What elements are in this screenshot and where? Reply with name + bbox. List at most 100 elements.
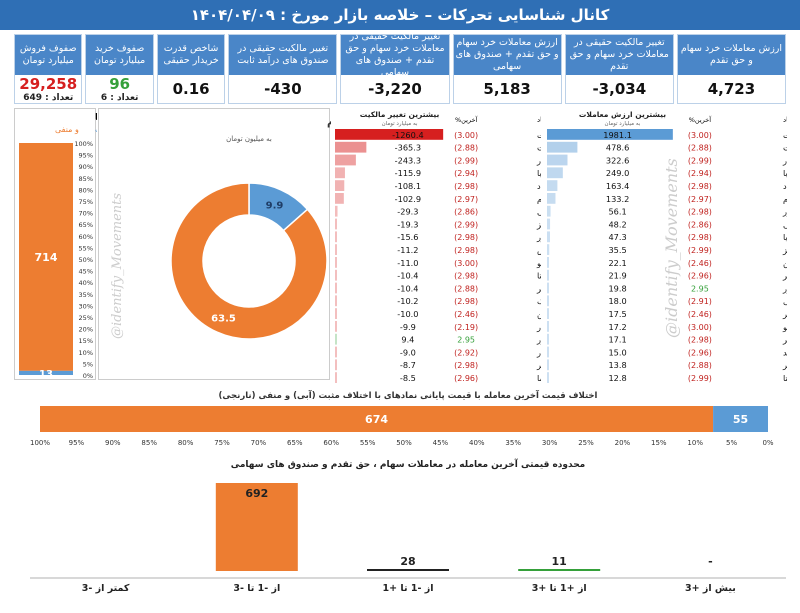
data-pct: (2.98) <box>454 272 478 281</box>
card-value: 0.16 <box>157 75 225 103</box>
data-value: -8.5 <box>400 373 416 383</box>
bar-positive <box>19 370 73 375</box>
data-pct: (2.98) <box>688 208 712 217</box>
data-label: 11 <box>552 555 567 568</box>
data-label: - <box>708 555 713 568</box>
data-symbol: کاسپین <box>537 309 541 319</box>
data-pct: (2.97) <box>688 195 712 204</box>
data-label: 28 <box>400 555 415 568</box>
data-symbol: وخارزم <box>783 194 787 204</box>
data-bar <box>547 372 549 383</box>
data-symbol: تاپیکو <box>536 258 541 268</box>
data-symbol: وخاور <box>782 207 787 217</box>
x-tick-label: 75% <box>214 439 230 447</box>
table-subtitle: به میلیارد تومان <box>382 121 418 127</box>
data-value: 9.4 <box>401 335 414 345</box>
data-symbol: شستا <box>537 271 541 281</box>
data-pct: (2.99) <box>688 246 712 255</box>
data-symbol: نیشکر <box>782 309 787 319</box>
card-label: صفوف فروش میلیارد تومان <box>15 35 82 75</box>
y-tick-label: 75% <box>79 198 93 206</box>
data-bar <box>335 180 345 191</box>
data-value: -8.7 <box>400 360 416 370</box>
y-tick-label: 25% <box>79 314 93 322</box>
data-value: 163.4 <box>606 181 629 191</box>
data-symbol: وتجارت <box>783 143 787 153</box>
data-value: -10.4 <box>397 283 418 293</box>
trade-value-panel: بیشترین ارزش معاملات به میلیارد تومان %آخر… <box>545 108 800 386</box>
page-title: کانال شناسایی تحرکات – خلاصه بازار مورخ … <box>0 0 800 30</box>
y-tick-label: 40% <box>79 279 93 287</box>
data-symbol: ونیکی <box>537 207 541 217</box>
data-value: 478.6 <box>606 143 629 153</box>
data-value: 47.3 <box>608 232 626 242</box>
data-symbol: وبملت <box>537 130 541 140</box>
chart-title: سرانه خرید "حقیقی" در معاملات خرد سهام <box>327 116 331 128</box>
data-symbol: دیالک <box>537 296 541 306</box>
y-tick-label: 55% <box>79 244 93 252</box>
y-tick-label: 0% <box>83 372 93 380</box>
price-gap-chart: اختلاف قیمت آخرین معامله با قیمت پایانی … <box>30 389 774 447</box>
chart-title: محدوده قیمتی آخرین معامله در معاملات سها… <box>231 458 586 470</box>
trade-value-chart: بیشترین ارزش معاملات به میلیارد تومان %آخر… <box>547 110 800 383</box>
data-symbol: سهرمز <box>782 245 787 255</box>
legend-positive: مثبت <box>95 125 97 134</box>
y-tick-label: 90% <box>79 163 93 171</box>
x-tick-label: 65% <box>287 439 303 447</box>
data-pct: (2.88) <box>688 144 712 153</box>
data-bar <box>335 193 344 204</box>
x-tick-label: 25% <box>578 439 594 447</box>
data-symbol: وبملت <box>783 130 787 140</box>
data-bar <box>547 346 549 358</box>
data-pct: (2.98) <box>454 297 478 306</box>
price-gap-panel: اختلاف قیمت آخرین معامله با قیمت پایانی … <box>30 388 786 450</box>
data-bar <box>335 333 337 345</box>
data-symbol: دلقما <box>537 373 541 383</box>
data-pct: (2.98) <box>688 336 712 345</box>
column-header-pct: %آخرین <box>689 115 713 124</box>
data-bar <box>335 257 337 268</box>
data-bar <box>547 282 549 294</box>
card-value: 96 تعداد : 6 <box>86 75 153 103</box>
x-tick-label: 60% <box>323 439 339 447</box>
card-label: تغییر مالکیت حقیقی در صندوق های درآمد ثا… <box>229 35 337 75</box>
data-bar <box>547 218 551 230</box>
data-pct: (3.00) <box>688 131 712 140</box>
bar-negative <box>40 406 714 432</box>
data-pct: (2.99) <box>454 220 478 229</box>
per-capita-buy-panel: سرانه خرید "حقیقی" در معاملات خرد سهام به… <box>98 108 554 380</box>
data-bar <box>335 346 337 358</box>
bar-negative <box>19 143 73 371</box>
data-pct: (2.46) <box>688 310 712 319</box>
data-value: -9.0 <box>400 347 416 357</box>
data-symbol: وبصادر <box>536 155 541 165</box>
bar <box>215 483 298 571</box>
title-part: در معاملات خرد سهام <box>327 116 331 128</box>
data-label: 692 <box>245 487 268 500</box>
y-tick-label: 20% <box>79 326 93 334</box>
card-label: ارزش معاملات خرد سهام و حق تقدم + صندوق … <box>453 35 561 75</box>
data-value: 48.2 <box>608 219 626 229</box>
card-label: تغییر مالکیت حقیقی در معاملات خرد سهام و… <box>565 35 673 75</box>
table-title: بیشترین تغییر مالکیت <box>360 110 440 119</box>
data-value: -10.2 <box>397 296 418 306</box>
data-bar <box>547 193 556 204</box>
data-pct: 2.95 <box>457 336 475 345</box>
data-value: -11.2 <box>397 245 418 255</box>
data-value: 17.5 <box>608 309 626 319</box>
data-value: -9.9 <box>400 322 416 332</box>
x-tick-label: 80% <box>178 439 194 447</box>
chart-title: تعداد نمادها <box>95 113 97 123</box>
y-tick-label: 70% <box>79 210 93 218</box>
y-tick-label: 35% <box>79 291 93 299</box>
data-symbol: ربویا <box>783 232 787 242</box>
data-value: -115.9 <box>395 168 421 178</box>
x-tick-label: 85% <box>141 439 157 447</box>
y-tick-label: 30% <box>79 302 93 310</box>
data-bar <box>547 167 563 179</box>
data-value: 17.2 <box>608 322 626 332</box>
data-pct: (2.46) <box>688 259 712 268</box>
symbol-count-chart: تعداد نمادها مثبت و منفی 714 13 100% 95% 90% 85%… <box>19 113 147 380</box>
x-tick-label: 10% <box>687 439 703 447</box>
card-main-value: 96 <box>109 75 131 93</box>
